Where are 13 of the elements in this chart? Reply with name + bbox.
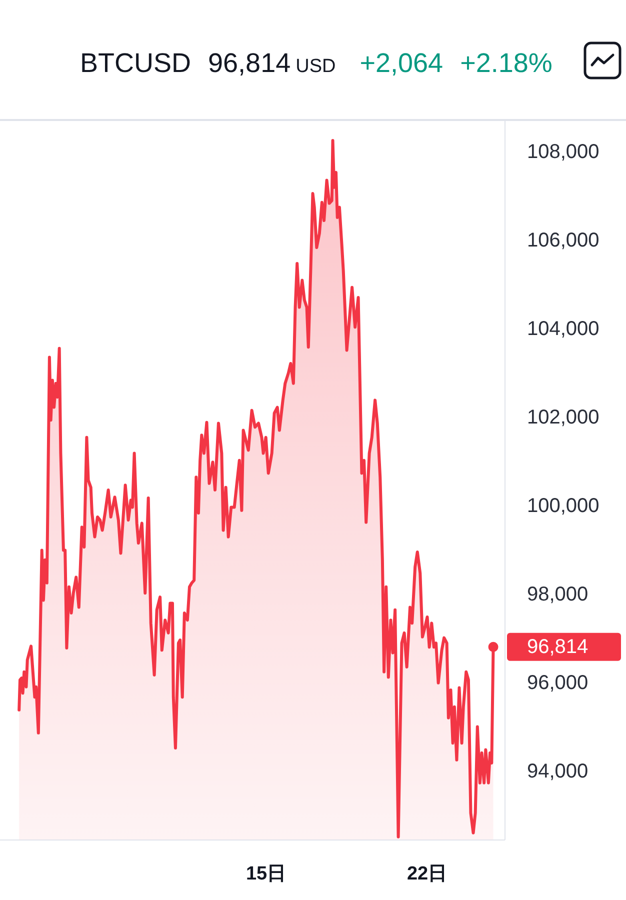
y-tick-label: 102,000 (527, 406, 600, 428)
y-tick-label: 106,000 (527, 229, 600, 252)
annotation: 96,814 (527, 636, 588, 658)
y-tick-label: 108,000 (527, 140, 600, 163)
header: BTCUSD 96,814 USD +2,064 +2.18% (80, 48, 552, 78)
y-tick-label: 98,000 (527, 583, 588, 606)
last-price: 96,814 (488, 632, 621, 661)
x-tick-label: 15日 (246, 864, 286, 884)
y-tick-label: 100,000 (527, 494, 600, 517)
y-tick-label: 94,000 (527, 760, 588, 782)
y-tick-label: 104,000 (527, 318, 600, 340)
y-tick-label: 96,000 (527, 672, 588, 694)
x-tick-label: 22日 (406, 864, 448, 884)
